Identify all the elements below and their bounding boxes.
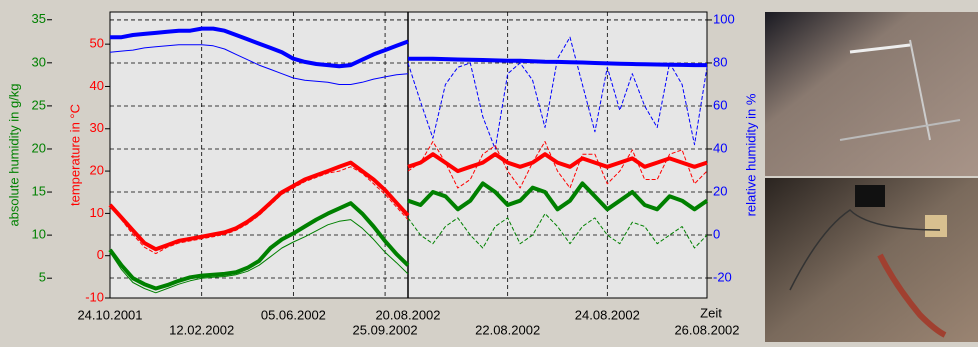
y-tick-label: 0	[97, 247, 104, 262]
y-tick-label: 40	[90, 78, 104, 93]
y-tick-label: 60	[713, 97, 727, 112]
y-tick-label: 25	[32, 97, 46, 112]
x-tick-label: 24.10.2001	[77, 307, 142, 322]
y-tick-label: 0	[713, 226, 720, 241]
y-tick-label: 20	[90, 163, 104, 178]
axis-label: temperature in °C	[67, 104, 82, 206]
x-tick-label: 05.06.2002	[261, 307, 326, 322]
y-tick-label: 30	[32, 54, 46, 69]
y-tick-label: 20	[32, 140, 46, 155]
x-tick-label: 12.02.2002	[169, 322, 234, 337]
y-tick-label: 10	[90, 205, 104, 220]
x-tick-label: 26.08.2002	[674, 322, 739, 337]
y-tick-label: 30	[90, 120, 104, 135]
photo	[765, 12, 978, 176]
y-tick-label: 5	[39, 270, 46, 285]
y-tick-label: 80	[713, 54, 727, 69]
y-tick-label: 15	[32, 183, 46, 198]
y-tick-label: 10	[32, 227, 46, 242]
x-tick-label: 20.08.2002	[375, 307, 440, 322]
x-axis-label: Zeit	[700, 305, 722, 320]
axis-label: relative humidity in %	[743, 93, 758, 216]
x-tick-label: 25.09.2002	[353, 322, 418, 337]
y-tick-label: 50	[90, 36, 104, 51]
y-tick-label: 100	[713, 11, 735, 26]
photo	[765, 178, 978, 342]
y-tick-label: 20	[713, 183, 727, 198]
y-tick-label: -20	[713, 269, 732, 284]
y-tick-label: 35	[32, 11, 46, 26]
y-tick-label: 40	[713, 140, 727, 155]
axis-label: absolute humidity in g/kg	[6, 83, 21, 226]
y-tick-label: -10	[85, 289, 104, 304]
chart: -10 0 10 20 30 40 50 temperature in °C 5 10 15 20 25…	[0, 0, 978, 342]
x-tick-label: 24.08.2002	[575, 307, 640, 322]
x-tick-label: 22.08.2002	[475, 322, 540, 337]
